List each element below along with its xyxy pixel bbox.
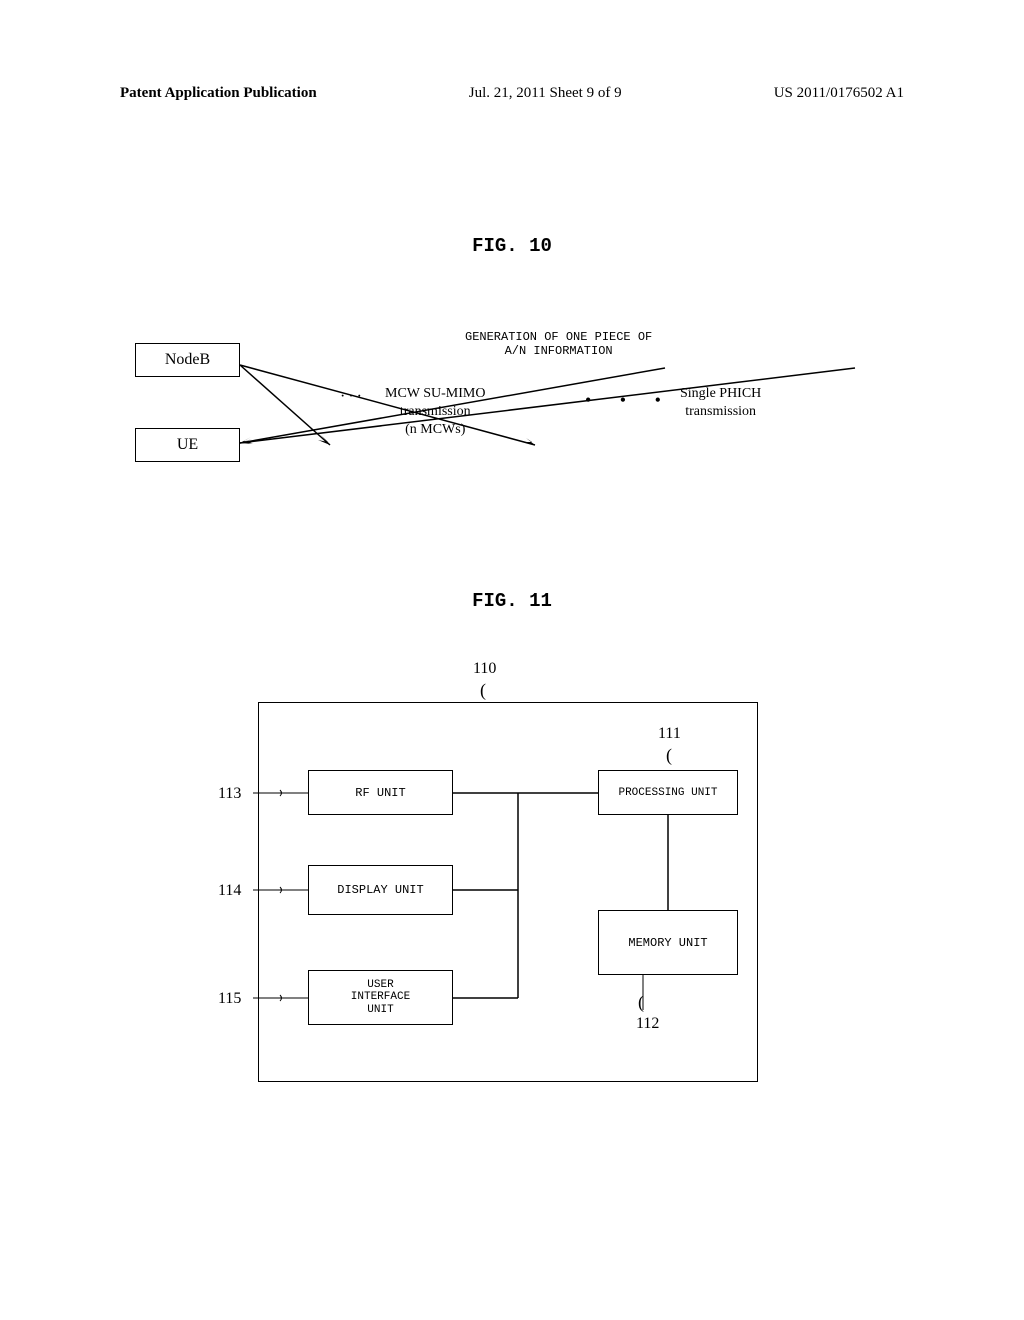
fig11-title: FIG. 11 [472, 590, 552, 612]
mcw-line3: (n MCWs) [405, 422, 465, 437]
dots-left: ··· [340, 388, 365, 406]
generation-label: GENERATION OF ONE PIECE OF A/N INFORMATI… [465, 330, 652, 359]
header-date-sheet: Jul. 21, 2011 Sheet 9 of 9 [469, 85, 622, 102]
gen-line1: GENERATION OF ONE PIECE OF [465, 330, 652, 344]
fig10-title: FIG. 10 [472, 235, 552, 257]
gen-line2: A/N INFORMATION [505, 344, 613, 358]
fig11-connections [218, 660, 783, 1090]
header-publication: Patent Application Publication [120, 85, 317, 102]
phich-line2: transmission [685, 404, 756, 419]
dots-right: • • • [585, 390, 673, 411]
mcw-label: MCW SU-MIMO transmission (n MCWs) [385, 385, 485, 440]
fig10-diagram: NodeB UE GENERATION OF ONE PIECE OF A/N … [135, 330, 885, 460]
header-patent-number: US 2011/0176502 A1 [774, 85, 904, 102]
ue-box: UE [135, 428, 240, 462]
mcw-line1: MCW SU-MIMO [385, 386, 485, 401]
page-header: Patent Application Publication Jul. 21, … [0, 85, 1024, 102]
nodeb-box: NodeB [135, 343, 240, 377]
phich-line1: Single PHICH [680, 386, 761, 401]
mcw-line2: transmission [400, 404, 471, 419]
fig11-diagram: 110 ( 111 ( RF UNIT PROCESSING UNIT DISP… [218, 660, 783, 1090]
phich-label: Single PHICH transmission [680, 385, 761, 421]
